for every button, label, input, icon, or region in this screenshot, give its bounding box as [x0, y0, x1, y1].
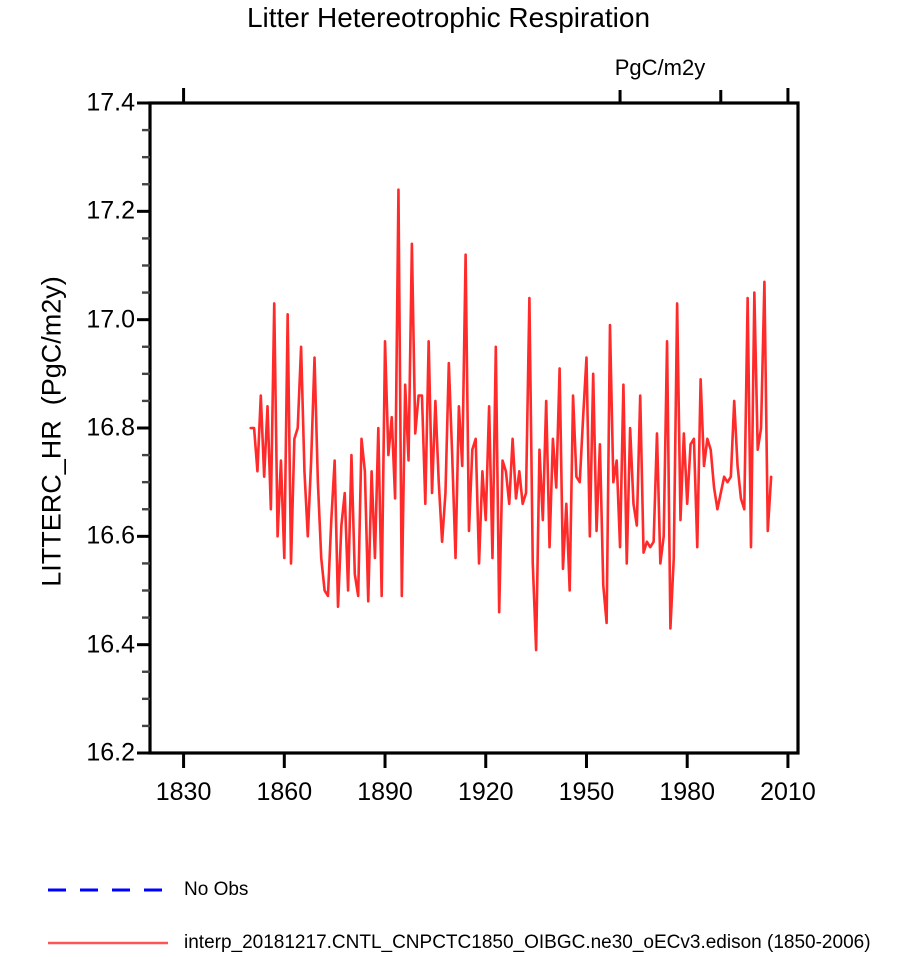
legend-entry-no-obs: No Obs: [40, 877, 248, 903]
y-tick-label: 17.4: [86, 88, 135, 117]
legend-label-no-obs: No Obs: [184, 879, 249, 900]
units-label: PgC/m2y: [614, 55, 706, 80]
x-tick-label: 2010: [760, 778, 816, 806]
y-axis-tick-labels: 16.2 16.4 16.6 16.8 17.0 17.2 17.4: [15, 0, 135, 957]
legend-entry-model-run: interp_20181217.CNTL_CNPCTC1850_OIBGC.ne…: [40, 930, 871, 956]
x-tick-label: 1950: [558, 778, 615, 806]
y-tick-label: 16.2: [86, 738, 135, 767]
y-tick-label: 16.6: [86, 521, 135, 550]
legend-label-model-run: interp_20181217.CNTL_CNPCTC1850_OIBGC.ne…: [184, 932, 871, 953]
series-line-1: [249, 188, 773, 652]
y-tick-label: 16.8: [86, 413, 135, 442]
x-tick-label: 1980: [659, 778, 715, 806]
x-tick-label: 1890: [357, 778, 413, 806]
y-tick-label: 16.4: [86, 630, 135, 659]
y-tick-label: 17.2: [86, 196, 135, 225]
x-tick-label: 1860: [256, 778, 313, 806]
chart-title: Litter Hetereotrophic Respiration: [246, 2, 651, 33]
y-tick-label: 17.0: [86, 305, 135, 334]
x-tick-label: 1920: [457, 778, 514, 806]
legend-swatch-dashed: [40, 880, 170, 900]
x-tick-label: 1830: [155, 778, 212, 806]
legend-swatch-solid: [40, 933, 170, 953]
